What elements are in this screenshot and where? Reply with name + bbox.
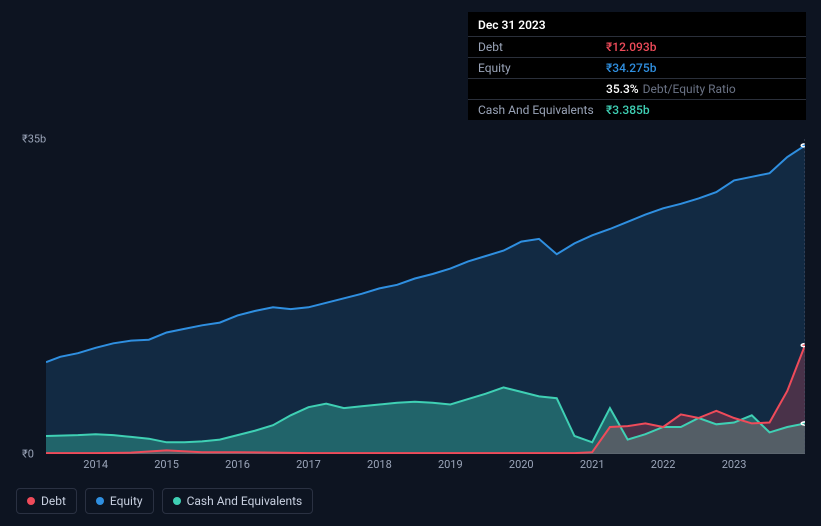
legend-dot-icon	[27, 497, 35, 505]
tooltip-row-label: Equity	[478, 61, 606, 75]
x-axis-tick-label: 2022	[651, 458, 676, 471]
legend-dot-icon	[173, 497, 181, 505]
tooltip-row: Equity₹34.275b	[468, 58, 806, 79]
legend-item-equity[interactable]: Equity	[85, 488, 154, 514]
tooltip-row-value: 35.3%	[606, 82, 639, 96]
x-axis-tick-label: 2016	[225, 458, 250, 471]
tooltip-row-label: Cash And Equivalents	[478, 103, 606, 117]
tooltip-row-value: ₹34.275b	[606, 61, 656, 75]
tooltip-row-value: ₹3.385b	[606, 103, 650, 117]
chart-legend: Debt Equity Cash And Equivalents	[16, 488, 313, 514]
legend-label: Debt	[41, 494, 66, 508]
legend-label: Equity	[110, 494, 143, 508]
x-axis-tick-label: 2017	[296, 458, 321, 471]
legend-item-debt[interactable]: Debt	[16, 488, 77, 514]
y-axis-tick-label: ₹35b	[22, 133, 46, 146]
x-axis-tick-label: 2021	[580, 458, 605, 471]
x-axis-tick-label: 2015	[154, 458, 179, 471]
x-axis-tick-label: 2018	[367, 458, 392, 471]
tooltip-row: 35.3% Debt/Equity Ratio	[468, 79, 806, 100]
tooltip-row-value: ₹12.093b	[606, 40, 656, 54]
tooltip-row-label: Debt	[478, 40, 606, 54]
y-axis-tick-label: ₹0	[22, 448, 34, 461]
legend-item-cash[interactable]: Cash And Equivalents	[162, 488, 314, 514]
x-axis-tick-label: 2020	[509, 458, 534, 471]
tooltip-date: Dec 31 2023	[468, 12, 806, 37]
legend-dot-icon	[96, 497, 104, 505]
chart-tooltip: Dec 31 2023 Debt₹12.093bEquity₹34.275b35…	[468, 12, 806, 120]
debt-equity-chart: ₹35b ₹0 2014 2015 2016 2017 2018 2019 2020 2021 2…	[16, 125, 805, 478]
tooltip-row-label	[478, 82, 606, 96]
x-axis-tick-label: 2019	[438, 458, 463, 471]
tooltip-row-suffix: Debt/Equity Ratio	[643, 82, 736, 96]
tooltip-row: Cash And Equivalents₹3.385b	[468, 100, 806, 120]
x-axis-tick-label: 2023	[722, 458, 747, 471]
x-axis-tick-label: 2014	[83, 458, 108, 471]
tooltip-row: Debt₹12.093b	[468, 37, 806, 58]
legend-label: Cash And Equivalents	[187, 494, 303, 508]
